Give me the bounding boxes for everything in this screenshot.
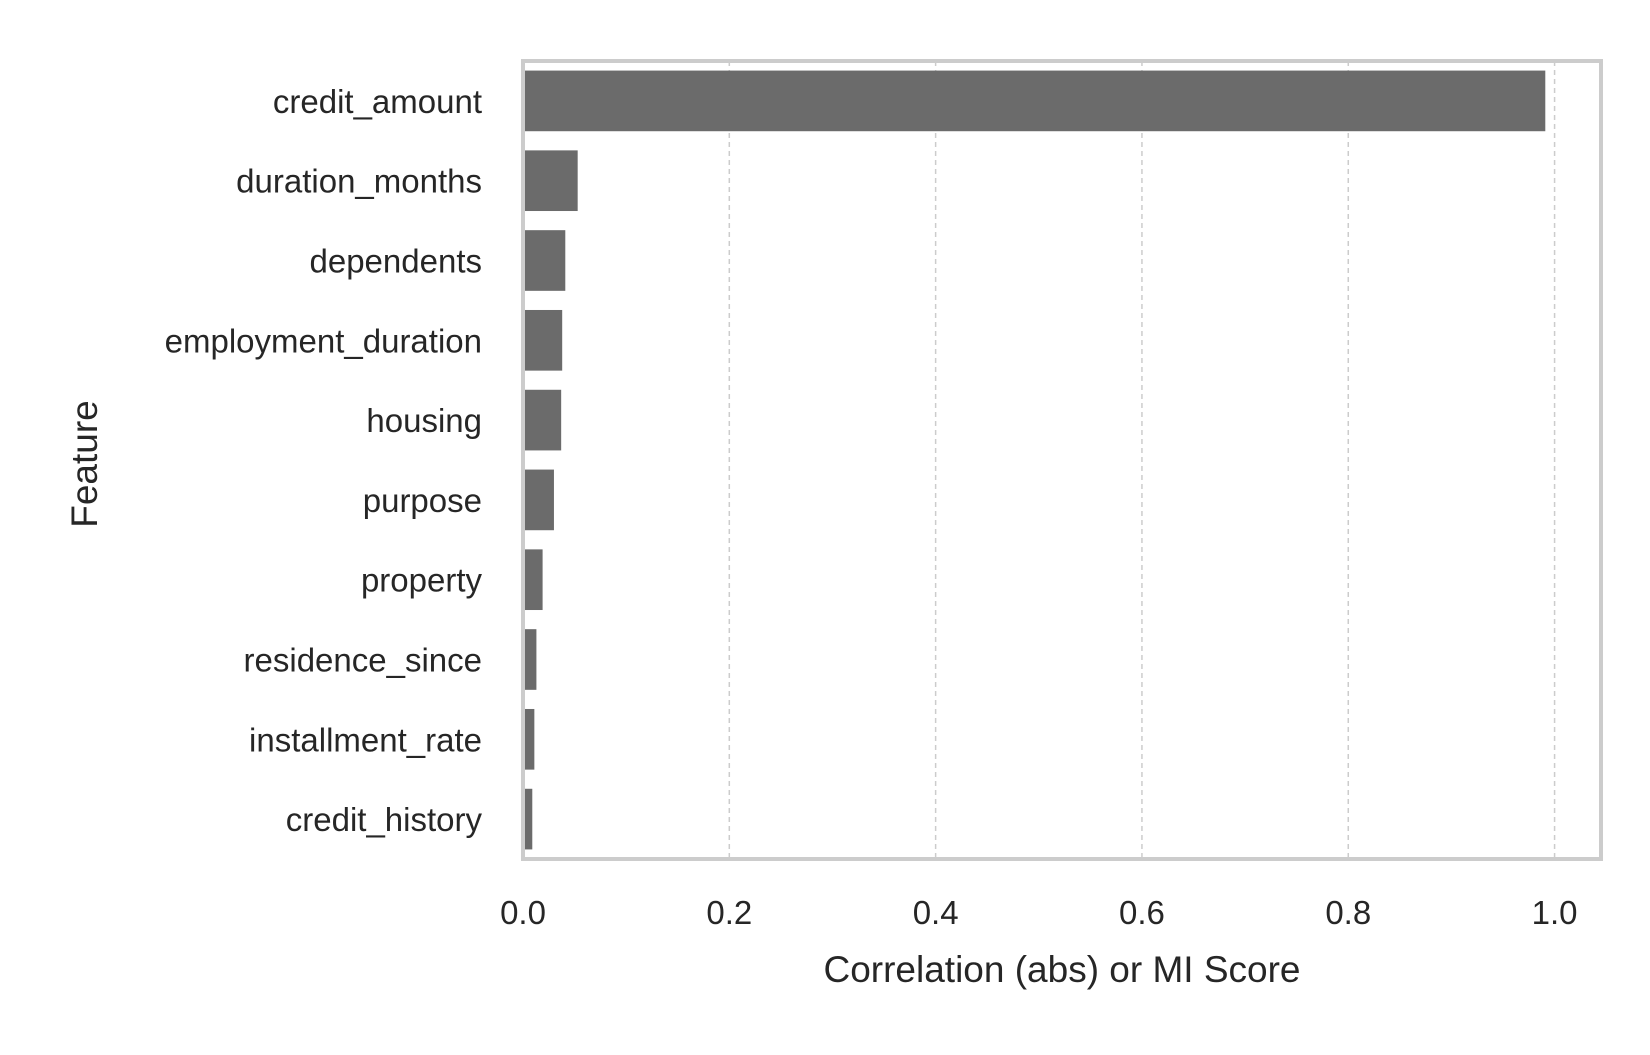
x-tick-label: 0.0 bbox=[500, 894, 546, 931]
y-tick-labels: credit_amount duration_months dependents em… bbox=[165, 83, 483, 838]
x-tick-label: 0.4 bbox=[913, 894, 959, 931]
bar-credit-amount bbox=[523, 70, 1546, 132]
y-tick-label: purpose bbox=[363, 482, 482, 519]
gridlines bbox=[522, 61, 1556, 859]
bar-installment-rate bbox=[523, 708, 535, 770]
bars bbox=[523, 70, 1546, 850]
x-tick-label: 0.8 bbox=[1325, 894, 1371, 931]
x-tick-label: 0.6 bbox=[1119, 894, 1165, 931]
y-tick-label: duration_months bbox=[236, 163, 482, 200]
y-tick-label: residence_since bbox=[244, 642, 482, 679]
y-tick-label: employment_duration bbox=[165, 322, 482, 359]
bar-employment-duration bbox=[523, 309, 563, 371]
y-tick-label: credit_amount bbox=[273, 83, 482, 120]
x-tick-labels: 0.0 0.2 0.4 0.6 0.8 1.0 bbox=[500, 894, 1577, 931]
y-tick-label: credit_history bbox=[286, 801, 483, 838]
y-axis-title: Feature bbox=[64, 400, 105, 528]
plot-frame bbox=[521, 59, 1603, 861]
bar-housing bbox=[523, 389, 562, 451]
bar-property bbox=[523, 549, 543, 611]
x-tick-label: 1.0 bbox=[1532, 894, 1578, 931]
bar-credit-history bbox=[523, 788, 533, 850]
y-tick-label: property bbox=[361, 562, 483, 599]
x-tick-label: 0.2 bbox=[706, 894, 752, 931]
x-axis-title: Correlation (abs) or MI Score bbox=[823, 949, 1300, 990]
bar-dependents bbox=[523, 230, 566, 291]
bar-residence-since bbox=[523, 629, 537, 690]
y-tick-label: dependents bbox=[310, 243, 483, 280]
y-tick-label: housing bbox=[366, 402, 482, 439]
bar-purpose bbox=[523, 469, 554, 531]
bar-duration-months bbox=[523, 150, 578, 212]
y-tick-label: installment_rate bbox=[249, 721, 482, 758]
